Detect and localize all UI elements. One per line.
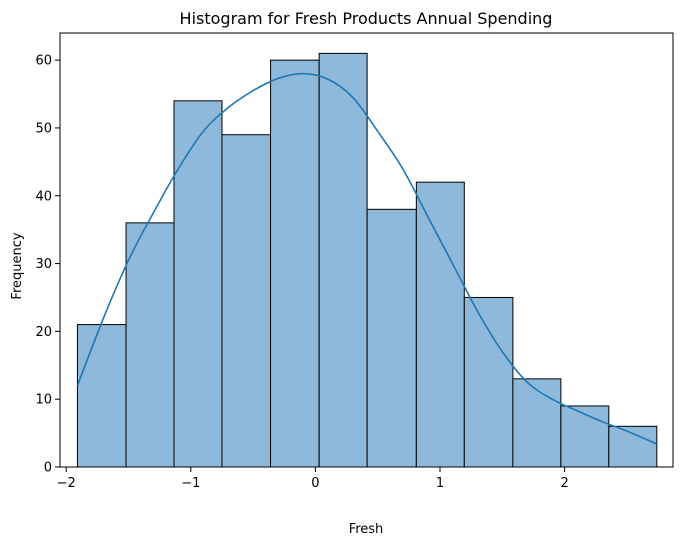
- x-tick-label: 2: [560, 476, 568, 491]
- histogram-bar: [173, 100, 223, 468]
- histogram-bar: [76, 324, 127, 468]
- x-tick-label: −2: [57, 476, 76, 491]
- chart-title: Histogram for Fresh Products Annual Spen…: [180, 9, 553, 28]
- plot-frame: [59, 32, 674, 468]
- histogram-bar: [221, 134, 272, 468]
- y-axis-label: Frequency: [10, 232, 25, 299]
- y-tick-label: 30: [35, 257, 52, 272]
- histogram-bar: [318, 52, 368, 468]
- histogram-bar: [366, 208, 417, 468]
- y-axis-ticks: 0 10 20 30 40 50 60: [35, 54, 60, 476]
- histogram-bar: [463, 296, 514, 468]
- y-tick-label: 50: [35, 121, 52, 136]
- x-tick-label: 1: [436, 476, 444, 491]
- x-tick-label: −1: [181, 476, 200, 491]
- x-axis-ticks: −2 −1 0 1 2: [57, 467, 569, 491]
- x-axis-label: Fresh: [349, 522, 384, 537]
- y-tick-label: 60: [35, 54, 52, 69]
- histogram-bar: [608, 425, 658, 468]
- histogram-bar: [270, 59, 320, 468]
- y-tick-label: 20: [35, 325, 52, 340]
- y-tick-label: 10: [35, 393, 52, 408]
- histogram-bar: [512, 378, 562, 468]
- kde-line: [76, 72, 658, 445]
- y-tick-label: 40: [35, 189, 52, 204]
- bars-group: [76, 52, 658, 468]
- y-tick-label: 0: [44, 461, 52, 476]
- histogram-bar: [415, 181, 465, 468]
- histogram-bar: [125, 222, 175, 468]
- histogram-bar: [560, 405, 610, 468]
- x-tick-label: 0: [311, 476, 319, 491]
